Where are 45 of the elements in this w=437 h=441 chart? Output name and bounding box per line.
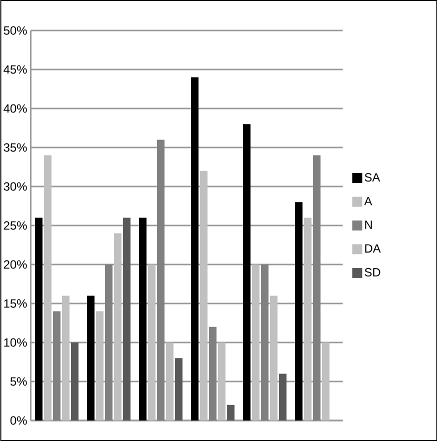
bar [208, 326, 216, 420]
bar [294, 202, 302, 420]
y-tick-label: 30% [4, 182, 27, 191]
bar [242, 124, 250, 420]
legend-label: DA [365, 244, 381, 253]
bar [322, 342, 330, 420]
bar [104, 264, 112, 420]
legend-label: SA [364, 173, 380, 182]
bar [44, 155, 52, 420]
bar [278, 374, 286, 420]
y-tick-label: 50% [4, 26, 27, 35]
bar [166, 342, 174, 420]
y-tick-label: 0% [10, 416, 27, 425]
y-tick-label: 5% [10, 377, 27, 386]
bar [270, 296, 278, 420]
bar [252, 264, 260, 420]
y-tick-label: 25% [4, 221, 27, 230]
bar [34, 218, 42, 420]
bar [114, 233, 122, 420]
bar [304, 218, 312, 420]
y-tick-label: 10% [4, 338, 27, 347]
bar [226, 404, 234, 420]
legend-label: A [364, 196, 372, 206]
bar [62, 296, 70, 420]
bar [174, 358, 182, 420]
legend-label: N [365, 220, 372, 229]
bar [52, 311, 60, 420]
bar [148, 264, 156, 420]
y-tick-label: 20% [4, 260, 27, 269]
bar [260, 264, 268, 420]
bar [218, 342, 226, 420]
y-tick-label: 40% [3, 104, 27, 113]
y-tick-label: 35% [4, 143, 27, 152]
bar [156, 140, 164, 420]
bar [200, 170, 208, 420]
bar [96, 311, 104, 420]
bar [70, 342, 78, 420]
y-tick-label: 45% [3, 65, 27, 74]
bar [86, 296, 94, 420]
legend-label: SD [364, 268, 380, 277]
bar [312, 155, 320, 420]
bar [122, 218, 130, 420]
bar [138, 218, 146, 420]
bar [190, 77, 198, 420]
y-tick-label: 15% [4, 299, 27, 308]
